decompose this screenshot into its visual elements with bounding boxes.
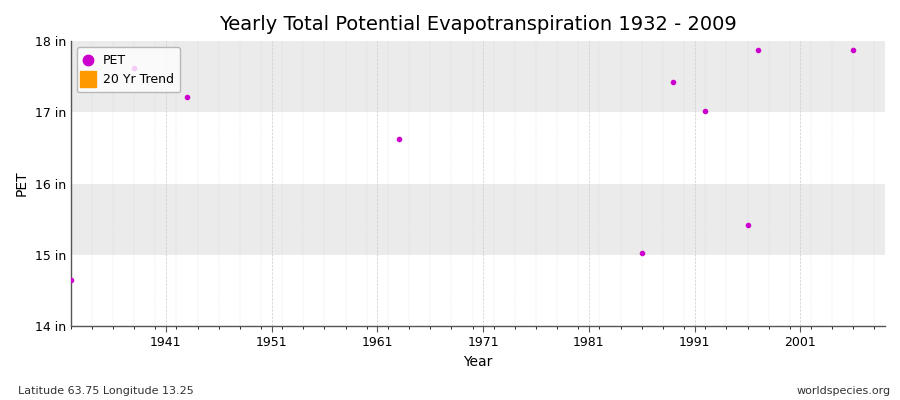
PET [634, 250, 649, 256]
Title: Yearly Total Potential Evapotranspiration 1932 - 2009: Yearly Total Potential Evapotranspiratio… [219, 15, 737, 34]
Bar [71, 41, 885, 112]
PET [127, 65, 141, 71]
PET [392, 136, 406, 142]
PET [180, 94, 194, 100]
Bar [71, 184, 885, 255]
PET [741, 222, 755, 228]
Bar [71, 255, 885, 326]
PET [698, 108, 713, 114]
PET [846, 47, 860, 54]
Legend: PET, 20 Yr Trend: PET, 20 Yr Trend [76, 47, 180, 92]
Y-axis label: PET: PET [15, 171, 29, 196]
X-axis label: Year: Year [464, 355, 492, 369]
PET [64, 277, 78, 284]
PET [751, 47, 765, 54]
PET [666, 79, 680, 86]
Text: Latitude 63.75 Longitude 13.25: Latitude 63.75 Longitude 13.25 [18, 386, 194, 396]
Text: worldspecies.org: worldspecies.org [796, 386, 891, 396]
Bar [71, 112, 885, 184]
